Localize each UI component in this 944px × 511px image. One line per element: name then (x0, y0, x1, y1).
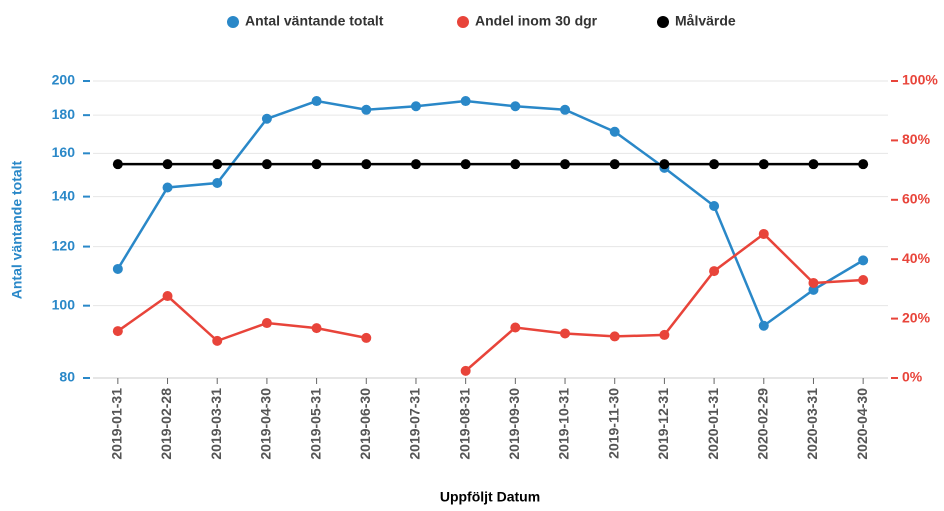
data-point (361, 159, 372, 170)
data-point (162, 159, 173, 170)
data-point (560, 104, 571, 115)
x-tick-label: 2020-03-31 (804, 388, 820, 460)
y2-tick-label: 100% (902, 72, 938, 88)
data-point (858, 255, 869, 266)
data-point (410, 101, 421, 112)
data-point (709, 159, 720, 170)
data-point (410, 159, 421, 170)
x-tick-label: 2019-08-31 (456, 388, 472, 460)
y-tick-label: 80 (59, 369, 75, 385)
data-point (112, 159, 123, 170)
data-point (858, 159, 869, 170)
data-point (709, 201, 720, 212)
y-tick-label: 100 (52, 296, 76, 312)
y2-tick-label: 60% (902, 191, 931, 207)
data-point (659, 159, 670, 170)
data-point (460, 365, 471, 376)
series-line (117, 294, 367, 343)
legend-label: Målvärde (675, 13, 736, 29)
data-point (510, 101, 521, 112)
y-axis-title: Antal väntande totalt (9, 160, 25, 299)
data-point (709, 266, 720, 277)
series-line (464, 232, 864, 372)
data-point (609, 126, 620, 137)
series-line (116, 99, 864, 328)
data-point (659, 329, 670, 340)
data-point (261, 113, 272, 124)
data-point (361, 104, 372, 115)
data-point (460, 96, 471, 107)
y-tick-label: 140 (52, 187, 76, 203)
x-tick-label: 2020-04-30 (854, 388, 870, 460)
data-point (808, 284, 819, 295)
data-point (808, 277, 819, 288)
data-point (361, 332, 372, 343)
data-point (560, 159, 571, 170)
data-point (311, 323, 322, 334)
data-point (460, 159, 471, 170)
y-tick-label: 180 (52, 106, 76, 122)
x-tick-label: 2020-01-31 (705, 388, 721, 460)
data-point (212, 335, 223, 346)
y-tick-label: 120 (52, 237, 76, 253)
y2-tick-label: 80% (902, 131, 931, 147)
x-tick-label: 2019-04-30 (258, 388, 274, 460)
x-tick-label: 2019-06-30 (357, 388, 373, 460)
x-tick-label: 2019-10-31 (556, 388, 572, 460)
legend-marker (227, 16, 239, 28)
x-tick-label: 2019-11-30 (605, 388, 621, 459)
legend-marker (457, 16, 469, 28)
data-point (112, 326, 123, 337)
data-point (212, 178, 223, 189)
x-tick-label: 2019-07-31 (407, 388, 423, 460)
x-tick-label: 2019-02-28 (158, 388, 174, 460)
data-point (758, 159, 769, 170)
data-point (112, 263, 123, 274)
data-point (311, 96, 322, 107)
y2-tick-label: 40% (902, 250, 931, 266)
data-point (609, 331, 620, 342)
data-point (261, 318, 272, 329)
data-point (162, 291, 173, 302)
data-point (609, 159, 620, 170)
legend-label: Antal väntande totalt (245, 13, 384, 29)
data-point (162, 182, 173, 193)
y2-tick-label: 0% (902, 369, 923, 385)
data-point (510, 159, 521, 170)
x-tick-label: 2019-01-31 (109, 388, 125, 460)
x-axis-title: Uppföljt Datum (440, 489, 540, 505)
data-point (510, 322, 521, 333)
data-point (758, 320, 769, 331)
y-tick-label: 160 (52, 144, 76, 160)
legend-label: Andel inom 30 dgr (475, 13, 598, 29)
x-tick-label: 2020-02-29 (754, 388, 770, 460)
data-point (212, 159, 223, 170)
data-point (261, 159, 272, 170)
x-tick-label: 2019-05-31 (307, 388, 323, 460)
x-tick-label: 2019-03-31 (208, 388, 224, 460)
data-point (808, 159, 819, 170)
legend-marker (657, 16, 669, 28)
data-point (560, 328, 571, 339)
y-tick-label: 200 (52, 72, 76, 88)
data-point (758, 228, 769, 239)
data-point (311, 159, 322, 170)
x-tick-label: 2019-12-31 (655, 388, 671, 460)
x-tick-label: 2019-09-30 (506, 388, 522, 460)
y2-tick-label: 20% (902, 309, 931, 325)
data-point (858, 274, 869, 285)
